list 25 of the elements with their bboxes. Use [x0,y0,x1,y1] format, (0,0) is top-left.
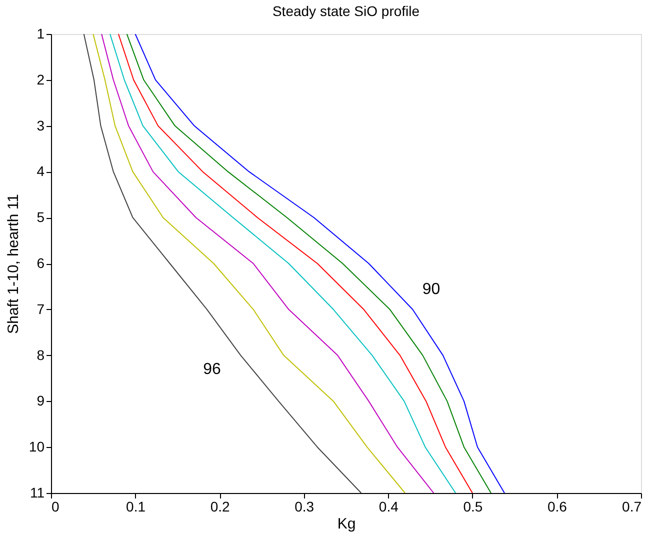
x-tick-label: 0.7 [622,498,642,514]
y-tick-label: 8 [36,346,45,363]
y-tick-label: 9 [36,392,45,409]
y-axis-title: Shaft 1-10, hearth 11 [4,194,22,334]
chart-title: Steady state SiO profile [272,3,420,19]
annotation: 96 [203,361,222,378]
x-tick-label: 0.1 [126,498,146,514]
y-tick-label: 1 [36,26,45,42]
y-tick-label: 5 [36,209,45,226]
y-tick-label: 11 [30,484,45,500]
x-tick-label: 0.5 [463,498,483,514]
y-tick-label: 10 [28,438,45,455]
y-tick-label: 3 [36,117,45,134]
annotation: 90 [422,281,440,298]
y-tick-label: 2 [36,71,45,88]
x-tick-label: 0 [52,498,60,514]
x-axis-title: Kg [337,516,356,532]
x-tick-label: 0.4 [378,498,399,514]
x-tick-label: 0.6 [547,498,568,514]
x-tick-label: 0.3 [294,498,314,514]
x-tick-label: 0.2 [210,498,230,514]
line-series [83,34,362,493]
y-tick-label: 6 [36,255,45,271]
y-tick-label: 7 [36,300,45,317]
y-tick-label: 4 [36,163,45,180]
